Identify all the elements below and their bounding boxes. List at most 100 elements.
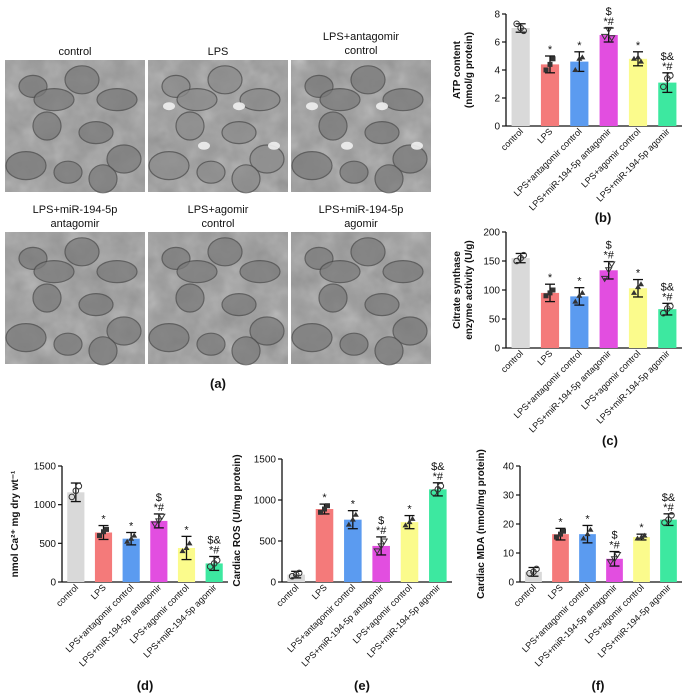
micrograph-6: LPS+miR-194-5p agomir xyxy=(291,204,431,366)
bar xyxy=(628,58,648,126)
significance-marker: $& xyxy=(661,51,675,63)
data-point xyxy=(638,281,644,287)
data-point xyxy=(580,535,587,541)
significance-marker: *# xyxy=(433,471,444,483)
bar xyxy=(599,35,618,126)
category-label: control xyxy=(54,582,80,608)
data-point xyxy=(610,556,619,563)
data-point xyxy=(613,551,622,559)
y-tick-label: 1500 xyxy=(34,462,57,473)
significance-marker: *# xyxy=(209,544,220,556)
data-point xyxy=(638,58,644,64)
category-label: LPS xyxy=(89,582,108,601)
y-tick-label: 0 xyxy=(494,344,500,355)
micrograph-2: LPS xyxy=(148,46,288,194)
significance-marker: * xyxy=(585,513,590,525)
data-point xyxy=(325,503,330,509)
significance-marker: *# xyxy=(662,61,673,73)
panel-label-d: (d) xyxy=(137,678,154,693)
data-point xyxy=(576,55,583,61)
y-axis-title: Cardiac ROS (U/mg protein) xyxy=(232,454,243,586)
significance-marker: * xyxy=(577,276,582,288)
y-tick-label: 150 xyxy=(483,257,500,268)
data-point xyxy=(72,487,80,495)
data-point xyxy=(606,559,615,566)
data-point xyxy=(349,516,356,522)
significance-marker: *# xyxy=(603,16,614,28)
significance-marker: * xyxy=(548,44,553,56)
significance-marker: *# xyxy=(603,250,614,262)
bar xyxy=(511,28,530,126)
data-point xyxy=(380,538,389,545)
data-point xyxy=(131,532,138,538)
data-point xyxy=(550,56,556,62)
data-point xyxy=(373,548,382,555)
significance-marker: $ xyxy=(606,240,612,252)
significance-marker: *# xyxy=(663,502,674,514)
significance-marker: * xyxy=(548,272,553,284)
significance-marker: $ xyxy=(378,515,384,527)
data-point xyxy=(554,534,559,540)
y-axis-title: Citrate synthaseenzyme activity (U/g) xyxy=(452,240,475,339)
bar xyxy=(570,61,589,126)
y-tick-label: 0 xyxy=(50,578,56,589)
y-tick-label: 0 xyxy=(270,578,276,589)
category-label: LPS xyxy=(310,582,329,601)
data-point xyxy=(157,513,166,521)
bar xyxy=(150,520,168,582)
bar xyxy=(599,270,618,348)
data-point xyxy=(101,529,106,535)
data-point xyxy=(638,534,645,540)
data-point xyxy=(288,572,296,580)
bar xyxy=(177,547,196,582)
y-axis-title: nmol Ca²⁺ mg dry wt⁻¹ xyxy=(10,470,21,577)
data-point xyxy=(97,533,102,539)
data-point xyxy=(547,290,553,296)
micrograph-3: LPS+antagomir control xyxy=(291,31,431,194)
y-tick-label: 100 xyxy=(483,286,500,297)
data-point xyxy=(587,526,594,532)
data-point xyxy=(406,519,413,525)
data-point xyxy=(660,309,667,317)
data-point xyxy=(631,289,637,295)
y-axis-title: ATP content(nmol/g protein) xyxy=(452,32,475,108)
bar xyxy=(344,519,362,582)
bar xyxy=(315,509,334,582)
data-point xyxy=(322,506,327,512)
data-point xyxy=(434,486,442,493)
data-point xyxy=(547,61,553,67)
category-label: control xyxy=(274,582,300,608)
category-label: control xyxy=(499,126,525,152)
y-tick-label: 500 xyxy=(39,539,56,550)
data-point xyxy=(604,26,613,34)
data-point xyxy=(579,54,586,60)
panel-label-c: (c) xyxy=(602,433,618,448)
y-tick-label: 20 xyxy=(503,520,515,531)
significance-marker: * xyxy=(577,40,582,52)
data-point xyxy=(526,570,533,577)
panel-label-b: (b) xyxy=(595,210,612,225)
data-point xyxy=(572,298,579,304)
bar xyxy=(511,258,530,348)
data-point xyxy=(150,521,159,528)
significance-marker: * xyxy=(184,524,189,536)
data-point xyxy=(664,75,671,82)
y-tick-label: 40 xyxy=(503,462,515,473)
significance-marker: *# xyxy=(376,525,387,537)
y-tick-label: 6 xyxy=(494,38,500,49)
significance-marker: * xyxy=(129,521,134,533)
micrograph-panel: control LPS LPS+antagomir control LPS+miR-19… xyxy=(5,31,431,391)
category-label: control xyxy=(512,582,538,608)
micrograph-1: control xyxy=(5,46,145,194)
data-point xyxy=(635,284,641,290)
panel-label-f: (f) xyxy=(592,678,605,693)
data-point xyxy=(572,67,579,72)
bar xyxy=(579,534,596,582)
bar xyxy=(400,522,419,582)
y-tick-label: 10 xyxy=(503,549,515,560)
data-point xyxy=(558,531,563,537)
